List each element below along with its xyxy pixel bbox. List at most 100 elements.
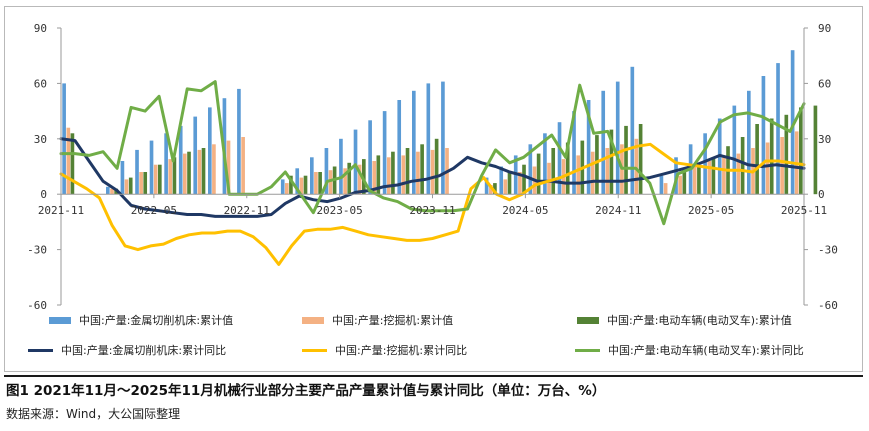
x-tick-label: 2021-11 [38, 204, 84, 217]
bar [372, 161, 377, 195]
bar [347, 162, 352, 195]
bar [499, 166, 504, 195]
legend-label: 中国:产量:电动车辆(电动叉车):累计值 [607, 314, 792, 327]
bar [324, 148, 329, 195]
bar [769, 118, 774, 195]
bar [212, 144, 216, 195]
bar [382, 111, 387, 195]
bar [586, 100, 591, 195]
bar [747, 90, 751, 195]
chart-svg: 90 60 30 0 -30 -60 90 60 30 0 -30 -60 2021-11 2022-05… [27, 22, 838, 312]
bar [135, 149, 139, 195]
bar [328, 170, 333, 195]
bar [289, 175, 293, 195]
bar [507, 172, 512, 195]
bar [732, 105, 737, 195]
legend-swatch [28, 348, 53, 352]
bar [707, 161, 712, 195]
bar [237, 88, 241, 195]
data-source: 数据来源：Wind，大公国际整理 [6, 407, 181, 421]
bar [178, 125, 183, 195]
bar [124, 179, 129, 195]
legend-swatch [577, 316, 599, 324]
bar [441, 81, 445, 195]
series-line [59, 137, 806, 218]
bar [164, 133, 168, 195]
bar [66, 127, 71, 195]
figure-caption: 图1 2021年11月～2025年11月机械行业部分主要产品产量累计值与累计同比… [6, 383, 606, 399]
bar [547, 162, 551, 195]
legend-swatch [49, 316, 71, 324]
x-tick-label: 2024-11 [595, 204, 641, 217]
legend-item-tool-line: 中国:产量:金属切削机床:累计同比 [28, 342, 226, 358]
bar [678, 175, 682, 195]
bar [353, 129, 358, 195]
legend-label: 中国:产量:挖掘机:累计同比 [335, 344, 468, 357]
bar [208, 107, 212, 195]
bar [343, 168, 347, 195]
bar [543, 133, 547, 195]
bar [790, 50, 795, 195]
bar [799, 107, 803, 195]
bar [615, 81, 620, 195]
bar [299, 177, 304, 195]
y-tick-label-left: -30 [27, 244, 47, 257]
y-tick-label-right: 30 [818, 133, 831, 146]
y-tick-label-left: 60 [34, 77, 47, 90]
x-tick-label: 2022-05 [131, 204, 177, 217]
bar [740, 137, 745, 195]
legend-item-fork-line: 中国:产量:电动车辆(电动叉车):累计同比 [575, 342, 804, 358]
bar [605, 148, 610, 195]
y-tick-label-right: 60 [818, 77, 831, 90]
legend-swatch [575, 348, 600, 352]
bar [711, 157, 716, 195]
bar [765, 142, 770, 195]
bar [557, 122, 562, 195]
bar [280, 179, 285, 195]
bar [362, 159, 366, 195]
bar [595, 135, 599, 195]
bar [201, 148, 206, 195]
bar [310, 157, 314, 195]
legend-item-tool-bar: 中国:产量:金属切削机床:累计值 [49, 312, 233, 328]
bar [412, 90, 416, 195]
bar [387, 157, 391, 195]
bar [183, 153, 187, 195]
bar [416, 151, 420, 195]
legend-swatch [302, 348, 327, 352]
bar [401, 155, 406, 195]
y-tick-label-right: -30 [818, 244, 838, 257]
bar [285, 183, 289, 195]
bar [630, 66, 635, 195]
bar [663, 183, 668, 195]
bar [405, 148, 410, 195]
bar [813, 105, 818, 195]
y-tick-label-right: 0 [818, 188, 825, 201]
bar [755, 124, 759, 195]
y-tick-label-left: 30 [34, 133, 47, 146]
legend-label: 中国:产量:挖掘机:累计值 [332, 314, 454, 327]
bar [172, 157, 177, 195]
bar [339, 138, 343, 195]
bar [241, 137, 245, 195]
bar [576, 155, 581, 195]
x-tick-label: 2025-05 [688, 204, 734, 217]
bar [489, 185, 493, 195]
bar [168, 159, 173, 195]
bar [197, 149, 202, 195]
bar [376, 155, 381, 195]
caption-divider [4, 375, 863, 377]
legend-item-exc-line: 中国:产量:挖掘机:累计同比 [302, 342, 467, 358]
y-tick-label-left: 90 [34, 22, 47, 35]
legend-swatch [302, 316, 324, 324]
y-tick-label-left: 0 [40, 188, 47, 201]
bar [761, 76, 766, 195]
bar [736, 153, 741, 195]
bar [391, 151, 395, 195]
bar [430, 149, 435, 195]
series-line [59, 80, 806, 226]
x-tick-label: 2023-05 [316, 204, 362, 217]
bar [368, 120, 372, 195]
bar [110, 188, 114, 195]
bar [420, 144, 424, 195]
